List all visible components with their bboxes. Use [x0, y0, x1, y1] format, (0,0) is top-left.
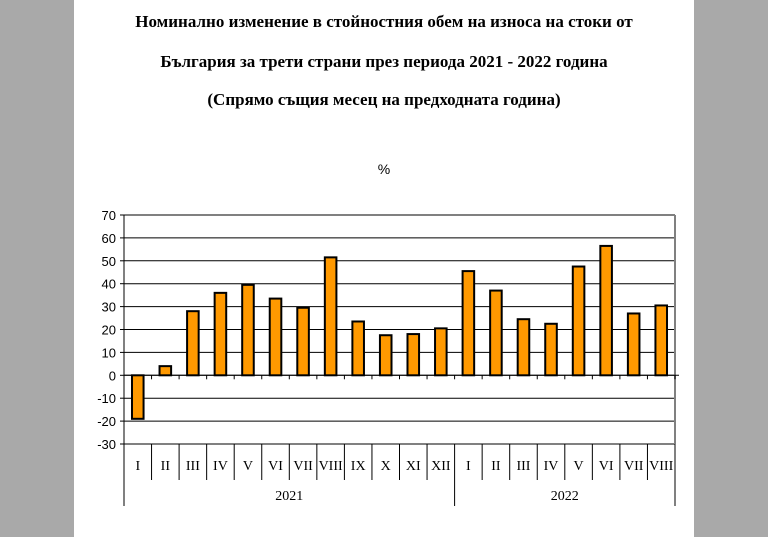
- bar: [654, 304, 669, 377]
- y-tick-label: -30: [97, 437, 116, 452]
- y-tick-label: 20: [102, 323, 116, 338]
- bar: [351, 320, 365, 377]
- x-category-label: VII: [293, 459, 313, 474]
- x-category-label: VIII: [319, 459, 343, 474]
- bar: [516, 318, 531, 377]
- bar: [461, 270, 476, 377]
- x-category-label: VIII: [649, 459, 673, 474]
- x-category-label: V: [243, 459, 253, 474]
- bar: [378, 334, 393, 377]
- x-category-label: VII: [624, 459, 644, 474]
- x-category-label: X: [381, 459, 391, 474]
- y-tick-label: -20: [97, 414, 116, 429]
- bar: [268, 297, 283, 377]
- bar: [130, 374, 145, 420]
- bar: [406, 333, 421, 377]
- bar: [186, 310, 200, 377]
- x-category-label: IX: [351, 459, 366, 474]
- y-tick-label: 30: [102, 300, 116, 315]
- bar: [434, 327, 448, 377]
- bar: [626, 312, 641, 377]
- x-category-label: III: [516, 459, 530, 474]
- bar: [158, 365, 173, 377]
- bar: [544, 322, 558, 377]
- y-tick-label: 0: [109, 368, 116, 383]
- bar: [323, 256, 338, 377]
- x-category-label: II: [161, 459, 171, 474]
- bar: [571, 265, 586, 377]
- bar: [489, 289, 503, 377]
- x-category-label: III: [186, 459, 200, 474]
- x-category-label: VI: [268, 459, 283, 474]
- unit-label: %: [377, 161, 391, 177]
- x-category-label: IV: [544, 459, 559, 474]
- bar: [296, 306, 310, 377]
- x-group-label: 2021: [275, 489, 303, 504]
- x-group-label: 2022: [551, 489, 579, 504]
- chart-subtitle: (Спрямо същия месец на предходната годин…: [207, 90, 561, 109]
- y-tick-label: 50: [102, 254, 116, 269]
- y-tick-label: -10: [97, 391, 116, 406]
- chart-title-line-2: България за трети страни през периода 20…: [160, 52, 608, 71]
- x-category-label: V: [574, 459, 584, 474]
- bar: [599, 244, 613, 377]
- y-tick-label: 10: [102, 345, 116, 360]
- chart-title-line-1: Номинално изменение в стойностния обем н…: [135, 12, 633, 31]
- x-category-label: I: [135, 459, 140, 474]
- x-category-label: I: [466, 459, 471, 474]
- y-tick-label: 60: [102, 231, 116, 246]
- x-category-label: XII: [431, 459, 451, 474]
- bar: [241, 283, 255, 377]
- y-tick-label: 40: [102, 277, 116, 292]
- x-category-label: VI: [599, 459, 614, 474]
- y-tick-label: 70: [102, 208, 116, 223]
- x-category-label: XI: [406, 459, 421, 474]
- bar: [213, 291, 228, 377]
- chart-page: Номинално изменение в стойностния обем н…: [74, 0, 694, 537]
- x-category-label: IV: [213, 459, 228, 474]
- x-category-label: II: [491, 459, 501, 474]
